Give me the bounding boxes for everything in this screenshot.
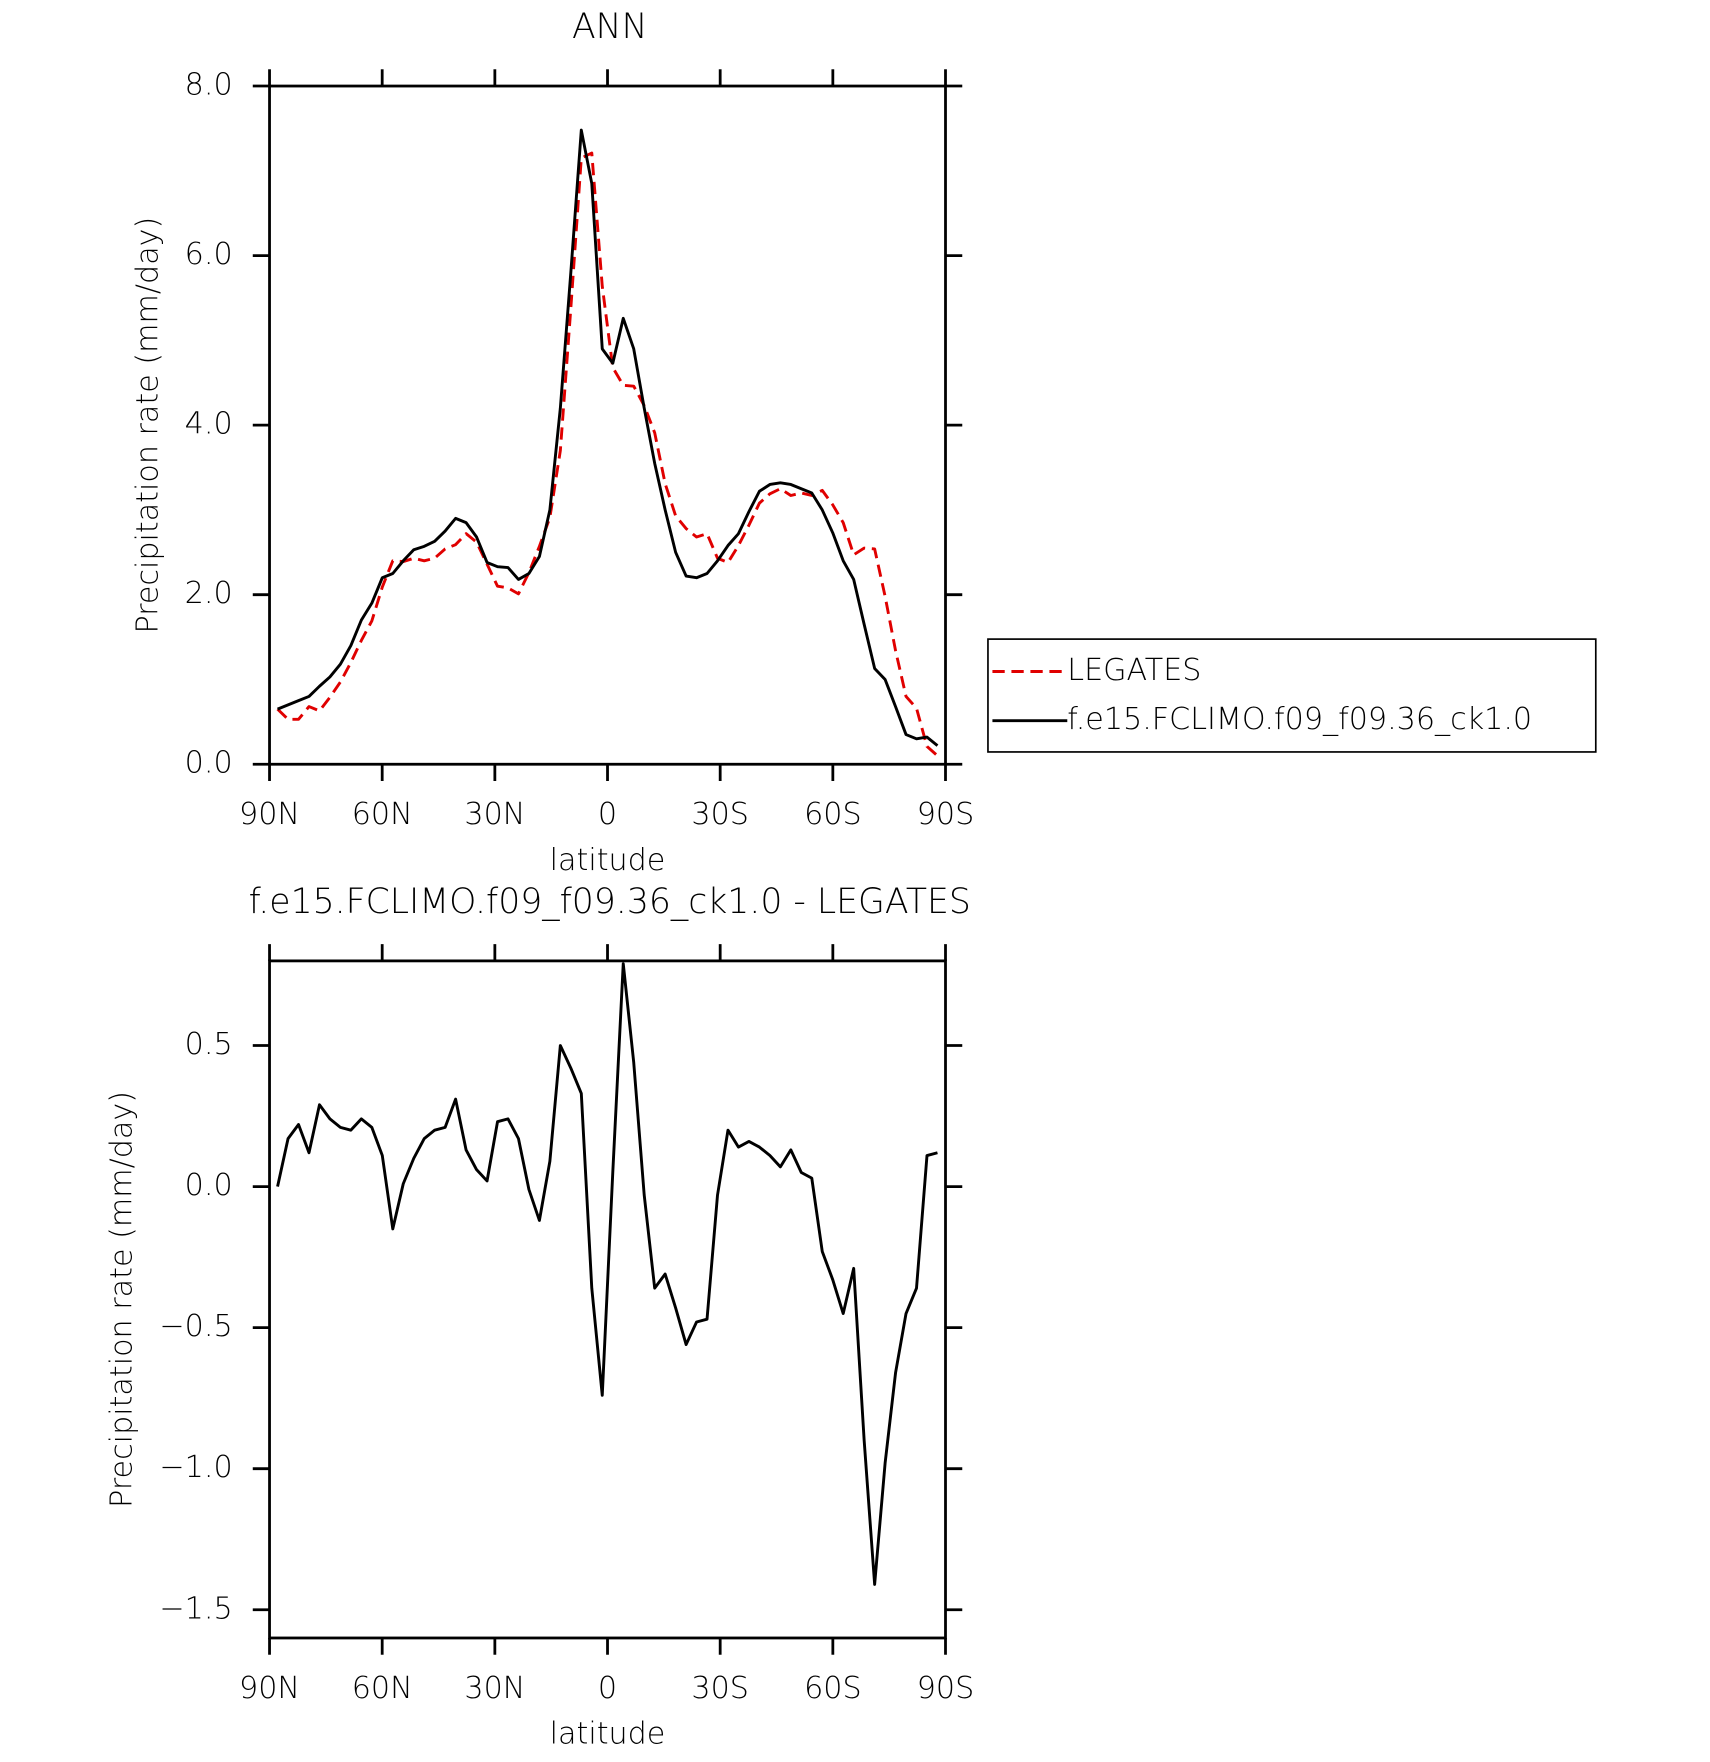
chart-title: ANN [572, 7, 647, 47]
y-tick-label: 0.0 [185, 746, 233, 781]
y-tick-label: 2.0 [185, 576, 233, 611]
data-line [276, 151, 939, 757]
y-tick-label: −1.0 [159, 1450, 232, 1485]
y-axis-label: Precipitation rate (mm/day) [130, 217, 165, 634]
legend-box [987, 638, 1597, 753]
x-tick-label: 30S [691, 797, 749, 832]
legend-label: LEGATES [1067, 653, 1201, 688]
x-tick-label: 60S [804, 1671, 862, 1706]
x-tick-label: 60N [352, 1671, 413, 1706]
data-line [277, 128, 939, 747]
x-tick-label: 30S [691, 1671, 749, 1706]
x-tick-label: 60N [352, 797, 413, 832]
y-tick-label: 8.0 [185, 68, 233, 103]
y-tick-label: 6.0 [185, 237, 233, 272]
data-line [276, 962, 938, 1586]
x-tick-label: 30N [464, 797, 525, 832]
y-tick-label: −0.5 [159, 1309, 232, 1344]
plot-frame [268, 84, 947, 766]
x-tick-label: 90S [917, 797, 975, 832]
x-tick-label: 90N [239, 797, 300, 832]
chart-title: f.e15.FCLIMO.f09_f09.36_ck1.0 - LEGATES [249, 882, 971, 922]
x-tick-label: 0 [598, 797, 617, 832]
legend-label: f.e15.FCLIMO.f09_f09.36_ck1.0 [1067, 702, 1532, 737]
y-tick-label: −1.5 [159, 1591, 232, 1626]
x-axis-label: latitude [550, 1717, 666, 1752]
x-tick-label: 90N [239, 1671, 300, 1706]
y-axis-label: Precipitation rate (mm/day) [105, 1091, 140, 1508]
y-tick-label: 4.0 [185, 407, 233, 442]
x-tick-label: 60S [804, 797, 862, 832]
y-tick-label: 0.5 [185, 1027, 233, 1062]
x-tick-label: 90S [917, 1671, 975, 1706]
plot-frame [268, 959, 947, 1640]
x-tick-label: 30N [464, 1671, 525, 1706]
x-axis-label: latitude [550, 843, 666, 878]
y-tick-label: 0.0 [185, 1168, 233, 1203]
x-tick-label: 0 [598, 1671, 617, 1706]
